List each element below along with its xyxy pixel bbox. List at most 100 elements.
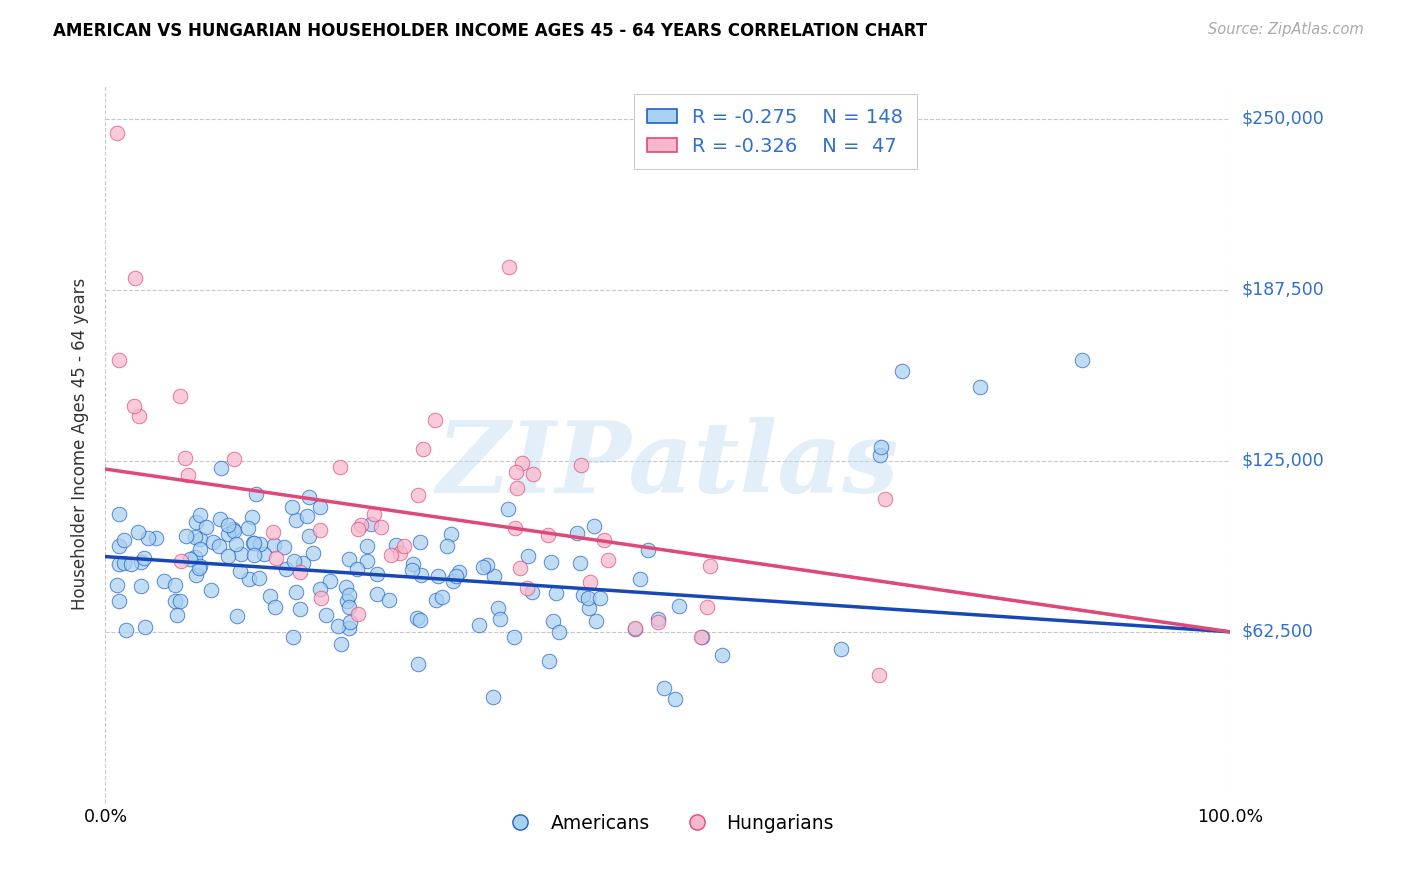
Point [505,481,527,495]
Point [263,538,285,552]
Point [174,529,197,543]
Point [309,582,332,596]
Point [319,574,342,588]
Point [124,270,146,285]
Point [624,621,647,635]
Point [174,451,197,466]
Point [696,599,718,614]
Point [337,621,360,635]
Point [496,501,519,516]
Point [208,540,231,554]
Point [240,510,263,524]
Point [425,593,447,607]
Point [427,569,450,583]
Point [502,630,524,644]
Point [347,522,370,536]
Point [209,512,232,526]
Point [308,500,330,515]
Point [291,556,314,570]
Point [297,529,319,543]
Point [225,537,247,551]
Point [891,363,914,377]
Point [690,630,713,644]
Point [285,513,308,527]
Point [430,590,453,604]
Point [170,554,193,568]
Point [505,465,527,479]
Point [637,542,659,557]
Point [664,691,686,706]
Point [285,584,308,599]
Point [195,519,218,533]
Point [217,527,239,541]
Point [578,574,600,589]
Point [538,654,561,668]
Point [489,612,512,626]
Point [569,458,592,472]
Point [129,579,152,593]
Point [406,657,429,671]
Point [869,449,891,463]
Point [384,538,406,552]
Point [184,568,207,582]
Point [276,562,298,576]
Point [337,588,360,602]
Point [522,467,544,481]
Point [565,526,588,541]
Point [405,611,427,625]
Text: $250,000: $250,000 [1241,110,1324,128]
Point [471,560,494,574]
Point [408,488,430,502]
Point [578,601,600,615]
Point [337,599,360,614]
Point [509,561,531,575]
Point [105,126,128,140]
Point [217,518,239,533]
Point [242,535,264,549]
Point [298,491,321,505]
Point [870,440,893,454]
Point [446,569,468,583]
Point [127,524,149,539]
Point [326,619,349,633]
Point [132,550,155,565]
Point [128,409,150,423]
Point [1071,352,1094,367]
Point [263,600,285,615]
Point [335,580,357,594]
Text: Source: ZipAtlas.com: Source: ZipAtlas.com [1208,22,1364,37]
Point [238,521,260,535]
Point [503,521,526,535]
Point [225,609,247,624]
Point [363,507,385,521]
Point [402,558,425,572]
Point [229,547,252,561]
Point [441,574,464,588]
Point [122,399,145,413]
Point [370,520,392,534]
Point [541,614,564,628]
Point [187,561,209,575]
Point [108,508,131,522]
Point [222,524,245,538]
Point [134,620,156,634]
Point [283,631,305,645]
Point [569,556,592,570]
Point [409,535,432,549]
Point [516,549,538,563]
Point [868,667,890,681]
Point [262,524,284,539]
Point [329,459,352,474]
Point [315,607,337,622]
Point [356,553,378,567]
Point [129,555,152,569]
Point [401,564,423,578]
Point [201,534,224,549]
Point [108,594,131,608]
Point [188,542,211,557]
Point [309,523,332,537]
Point [699,558,721,573]
Point [540,555,562,569]
Text: $187,500: $187,500 [1241,281,1324,299]
Point [498,260,520,274]
